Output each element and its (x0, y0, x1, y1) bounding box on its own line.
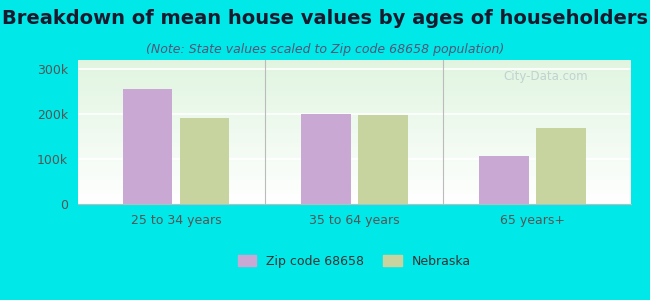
Legend: Zip code 68658, Nebraska: Zip code 68658, Nebraska (233, 250, 476, 273)
Bar (479, 156, 529, 204)
Text: (Note: State values scaled to Zip code 68658 population): (Note: State values scaled to Zip code 6… (146, 44, 504, 56)
Bar (179, 118, 229, 204)
Bar (301, 114, 351, 204)
Bar (123, 89, 172, 204)
Text: City-Data.com: City-Data.com (503, 70, 588, 83)
Bar (358, 115, 408, 204)
Bar (536, 128, 586, 204)
Text: Breakdown of mean house values by ages of householders: Breakdown of mean house values by ages o… (2, 9, 648, 28)
